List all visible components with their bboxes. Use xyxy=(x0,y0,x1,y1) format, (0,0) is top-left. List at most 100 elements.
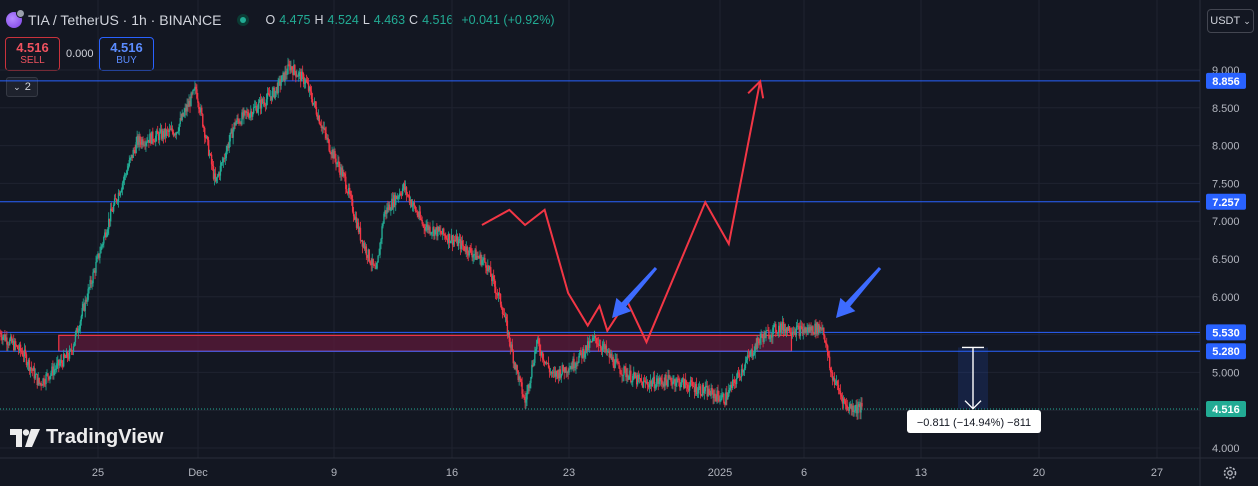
candle-body xyxy=(854,410,856,412)
candle-body xyxy=(639,378,642,382)
currency-selector[interactable]: USDT ⌄ xyxy=(1207,9,1254,33)
candle-body xyxy=(1,337,3,340)
candle-body xyxy=(178,124,180,132)
candle-body xyxy=(452,239,455,245)
candle-body xyxy=(680,384,682,388)
candle-body xyxy=(258,99,261,103)
candle-body xyxy=(767,330,769,332)
sell-label: SELL xyxy=(20,55,45,66)
candle-body xyxy=(291,66,293,70)
candle-body xyxy=(439,230,441,232)
candle-body xyxy=(788,326,791,333)
candle-body xyxy=(352,211,355,217)
candle-body xyxy=(247,112,249,116)
candle-body xyxy=(641,381,644,388)
candle-body xyxy=(594,335,597,339)
candle-body xyxy=(412,202,415,206)
y-tick-label: 6.000 xyxy=(1212,292,1240,304)
candle-body xyxy=(214,173,217,182)
candle-body xyxy=(5,337,7,341)
candle-body xyxy=(17,348,20,351)
candle-body xyxy=(202,114,204,127)
candle-body xyxy=(578,355,580,363)
candle-body xyxy=(733,379,736,383)
candle-body xyxy=(248,115,250,118)
candle-body xyxy=(388,204,390,211)
candle-body xyxy=(715,396,717,401)
symbol-title[interactable]: TIA / TetherUS · 1h · BINANCE xyxy=(28,12,222,28)
gear-icon[interactable] xyxy=(1222,465,1238,481)
low-value: 4.463 xyxy=(373,13,406,27)
candle-body xyxy=(713,393,715,399)
chevron-down-icon: ⌄ xyxy=(13,81,21,92)
candle-body xyxy=(647,385,650,388)
x-tick-label: 6 xyxy=(801,467,807,479)
candle-body xyxy=(504,316,507,318)
candle-body xyxy=(582,349,584,358)
projection-path[interactable] xyxy=(481,81,762,345)
candle-body xyxy=(100,246,102,254)
candle-body xyxy=(575,363,577,368)
candle-body xyxy=(763,332,765,343)
candle-body xyxy=(440,230,442,234)
candle-body xyxy=(300,71,302,82)
candle-body xyxy=(538,338,540,344)
candle-body xyxy=(285,71,287,75)
candle-body xyxy=(185,108,187,112)
candle-body xyxy=(663,383,665,387)
candle-body xyxy=(768,330,770,339)
candle-body xyxy=(128,160,130,167)
candle-body xyxy=(828,356,831,368)
candle-body xyxy=(644,380,647,383)
candle-body xyxy=(13,340,15,351)
indicators-toggle-button[interactable]: ⌄ 2 xyxy=(6,77,38,97)
support-zone[interactable] xyxy=(58,334,793,352)
candle-body xyxy=(516,365,518,371)
candle-body xyxy=(561,365,563,374)
candle-body xyxy=(260,99,263,109)
spread-value: 0.000 xyxy=(66,48,94,60)
candle-body xyxy=(278,79,280,81)
sell-button[interactable]: 4.516 SELL xyxy=(5,37,60,71)
candle-body xyxy=(301,71,304,75)
candle-body xyxy=(438,226,440,231)
candle-body xyxy=(6,337,8,345)
candle-body xyxy=(49,375,51,380)
candle-body xyxy=(132,149,134,158)
candle-body xyxy=(266,92,269,100)
candle-body xyxy=(42,378,44,386)
candle-body xyxy=(658,381,660,384)
candle-body xyxy=(276,86,278,94)
candle-body xyxy=(16,345,19,349)
blue-arrow-left[interactable] xyxy=(612,267,658,318)
candle-body xyxy=(432,227,434,233)
candle-body xyxy=(816,322,818,334)
candle-body xyxy=(688,385,691,391)
candle-body xyxy=(429,226,431,234)
candle-body xyxy=(199,109,201,113)
candle-body xyxy=(274,90,276,98)
candle-body xyxy=(636,375,638,385)
candle-body xyxy=(141,139,143,145)
tradingview-watermark: TradingView xyxy=(10,426,163,449)
candle-body xyxy=(800,325,802,327)
candle-body xyxy=(186,104,188,112)
market-status-icon[interactable] xyxy=(237,14,250,26)
candle-body xyxy=(805,327,807,333)
candle-body xyxy=(775,324,777,333)
candle-body xyxy=(35,374,37,375)
candle-body xyxy=(137,136,139,145)
candle-body xyxy=(407,194,410,196)
candle-body xyxy=(382,223,384,227)
candle-body xyxy=(608,350,610,358)
candle-body xyxy=(619,368,621,374)
candle-body xyxy=(488,265,490,270)
candle-body xyxy=(796,325,799,327)
candle-body xyxy=(188,100,190,107)
candle-body xyxy=(337,161,339,163)
candle-body xyxy=(157,130,159,134)
candle-body xyxy=(94,270,96,273)
candle-body xyxy=(515,365,517,369)
blue-arrow-right[interactable] xyxy=(836,267,882,318)
